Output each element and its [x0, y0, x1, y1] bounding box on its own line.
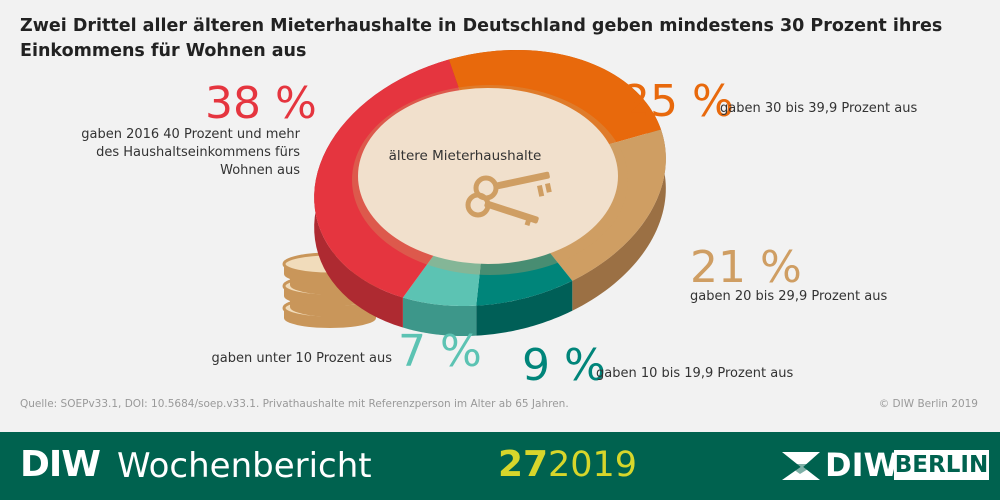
slice-pct-9: 9 % — [522, 340, 606, 391]
slice-label-under-10: gaben unter 10 Prozent aus — [211, 351, 392, 366]
donut-chart: ältere Mieterhaushalte — [282, 49, 666, 337]
slice-pct-7: 7 % — [398, 326, 482, 377]
slice-side-3 — [402, 297, 477, 337]
slice-pct-21: 21 % — [690, 242, 802, 293]
logo-diw-text: DIW — [825, 446, 899, 484]
chart-title: Zwei Drittel aller älteren Mieterhaushal… — [20, 16, 943, 61]
footer-bar: DIW Wochenbericht 27 2019 DIW BERLIN — [0, 432, 1000, 500]
slice-side-1 — [572, 129, 666, 311]
slice-label-10-19: gaben 10 bis 19,9 Prozent aus — [596, 366, 794, 381]
slice-label-30-39: gaben 30 bis 39,9 Prozent aus — [720, 101, 918, 116]
copyright: © DIW Berlin 2019 — [878, 398, 978, 410]
footer-issue: 27 — [498, 444, 549, 485]
logo-berlin-text: BERLIN — [894, 450, 989, 480]
slice-pct-38: 38 % — [205, 78, 317, 129]
diw-logo-icon — [782, 452, 820, 480]
footer-publication: Wochenbericht — [117, 446, 372, 486]
footer-year: 2019 — [548, 445, 638, 485]
slice-label-20-29: gaben 20 bis 29,9 Prozent aus — [690, 289, 888, 304]
slice-label-40-plus: gaben 2016 40 Prozent und mehr des Haush… — [81, 127, 300, 178]
center-label: ältere Mieterhaushalte — [389, 148, 542, 164]
slice-pct-25: 25 % — [622, 76, 734, 127]
key-icon — [465, 171, 552, 227]
slice-side-2 — [476, 280, 573, 336]
footer-brand: DIW — [20, 444, 101, 485]
source-note: Quelle: SOEPv33.1, DOI: 10.5684/soep.v33… — [20, 398, 569, 410]
